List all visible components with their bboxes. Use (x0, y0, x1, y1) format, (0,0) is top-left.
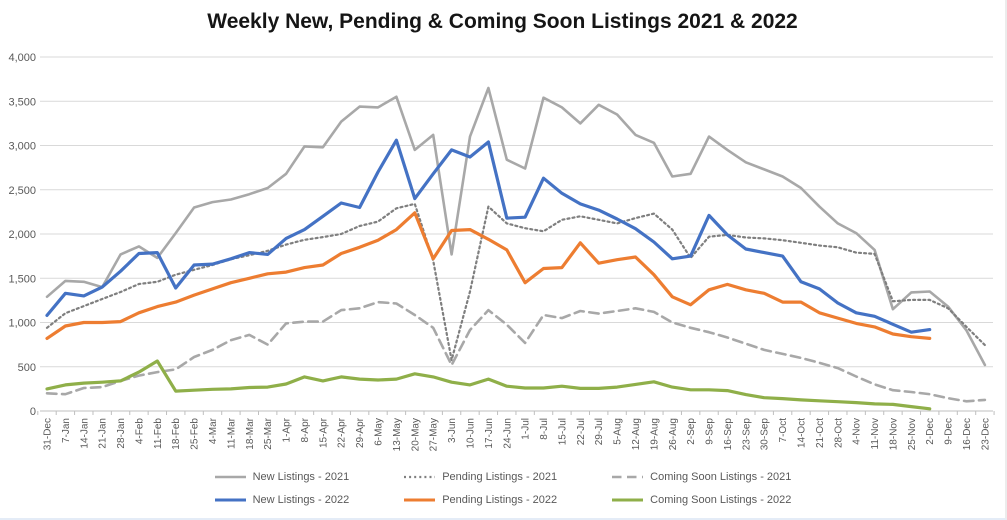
x-tick-label: 27-May (429, 418, 440, 451)
x-tick-label: 17-Jun (484, 418, 495, 449)
x-tick-label: 28-Oct (833, 418, 844, 448)
legend-label-new-listings-2021: New Listings - 2021 (252, 471, 350, 483)
legend-line-swatch-new-listings-2022 (214, 497, 247, 503)
x-tick-label: 8-Jul (539, 418, 550, 440)
x-tick-label: 4-Nov (852, 418, 863, 445)
legend-label-coming-soon-listings-2021: Coming Soon Listings - 2021 (650, 471, 792, 483)
x-tick-label: 14-Oct (796, 418, 807, 448)
gridlines-group (40, 56, 993, 412)
x-tick-label: 25-Nov (907, 418, 918, 450)
y-tick-label: 1,000 (8, 318, 36, 330)
legend-item-pending-listings-2022: Pending Listings - 2022 (403, 494, 557, 506)
x-tick-label: 16-Dec (962, 418, 973, 450)
legend-line-swatch-coming-soon-listings-2022 (611, 497, 644, 503)
x-tick-label: 24-Jun (502, 418, 513, 449)
x-tick-label: 7-Oct (778, 418, 789, 443)
y-tick-label: 3,000 (8, 141, 36, 153)
legend-line-swatch-pending-listings-2021 (403, 474, 436, 480)
x-axis-tick-labels: 31-Dec 7-Jan 14-Jan 21-Jan 28-Jan 4-Feb 11-Feb… (43, 417, 992, 451)
x-axis (37, 410, 995, 415)
series-new-listings-2022 (45, 138, 932, 334)
y-tick-label: 2,000 (8, 229, 36, 241)
x-tick-label: 4-Feb (134, 418, 145, 445)
x-tick-label: 28-Jan (116, 418, 127, 449)
y-tick-label: 2,500 (8, 185, 36, 197)
y-axis-tick-labels: 0 500 1,000 1,500 2,000 2,500 3,000 3,500 4,000 (8, 52, 36, 418)
x-tick-label: 19-Aug (649, 418, 660, 450)
x-tick-label: 10-Jun (465, 418, 476, 449)
x-tick-label: 31-Dec (43, 418, 54, 450)
x-tick-label: 21-Oct (815, 418, 826, 448)
legend-row-2021: New Listings - 2021 Pending Listings - 20… (0, 471, 1005, 483)
y-tick-label: 500 (18, 362, 36, 374)
x-tick-label: 22-Jul (576, 418, 587, 445)
x-tick-label: 2-Sep (686, 418, 697, 445)
legend-item-coming-soon-listings-2022: Coming Soon Listings - 2022 (611, 494, 791, 506)
x-tick-label: 2-Dec (925, 418, 936, 445)
x-tick-label: 25-Mar (263, 417, 274, 449)
legend-label-new-listings-2022: New Listings - 2022 (252, 494, 350, 506)
x-tick-label: 15-Jul (557, 418, 568, 445)
series-coming-soon-listings-2021 (45, 300, 987, 403)
series-coming-soon-listings-2022 (45, 359, 932, 411)
y-tick-label: 3,500 (8, 96, 36, 108)
x-tick-label: 30-Sep (760, 418, 771, 451)
x-tick-label: 3-Jun (447, 418, 458, 443)
x-tick-label: 1-Apr (282, 417, 293, 442)
x-tick-label: 12-Aug (631, 418, 642, 450)
x-tick-label: 7-Jan (61, 418, 72, 443)
legend-line-swatch-new-listings-2021 (214, 474, 247, 480)
x-tick-label: 18-Mar (245, 417, 256, 449)
x-tick-label: 11-Nov (870, 418, 881, 450)
x-tick-label: 16-Sep (723, 418, 734, 451)
x-tick-label: 13-May (392, 418, 403, 451)
x-tick-label: 11-Mar (226, 417, 237, 449)
x-tick-label: 29-Apr (355, 417, 366, 448)
legend-row-2022: New Listings - 2022 Pending Listings - 20… (0, 494, 1005, 506)
x-tick-label: 11-Feb (153, 418, 164, 449)
x-tick-label: 15-Apr (318, 417, 329, 448)
x-tick-label: 25-Feb (190, 418, 201, 450)
series-new-listings-2021 (45, 86, 987, 367)
x-tick-label: 21-Jan (98, 418, 109, 449)
x-tick-label: 26-Aug (668, 418, 679, 450)
x-tick-label: 18-Feb (171, 418, 182, 450)
x-tick-label: 9-Dec (944, 418, 955, 445)
legend-label-coming-soon-listings-2022: Coming Soon Listings - 2022 (650, 494, 792, 506)
x-tick-label: 23-Dec (980, 418, 991, 450)
x-tick-label: 6-May (374, 418, 385, 446)
x-tick-label: 14-Jan (79, 418, 90, 449)
x-tick-label: 4-Mar (208, 417, 219, 444)
line-chart-canvas: 0 500 1,000 1,500 2,000 2,500 3,000 3,500 4,000 3… (8, 52, 995, 451)
series-pending-listings-2021 (45, 202, 987, 362)
legend-item-pending-listings-2021: Pending Listings - 2021 (403, 471, 557, 483)
y-tick-label: 0 (30, 406, 36, 418)
x-tick-label: 22-Apr (337, 417, 348, 448)
x-tick-label: 5-Aug (613, 418, 624, 445)
chart-title: Weekly New, Pending & Coming Soon Listin… (207, 10, 798, 33)
x-tick-label: 9-Sep (705, 418, 716, 445)
x-tick-label: 18-Nov (888, 418, 899, 450)
legend-label-pending-listings-2022: Pending Listings - 2022 (442, 494, 558, 506)
x-tick-label: 8-Apr (300, 417, 311, 442)
legend-item-new-listings-2022: New Listings - 2022 (214, 494, 350, 506)
x-tick-label: 1-Jul (521, 418, 532, 440)
legend-line-swatch-pending-listings-2022 (403, 497, 436, 503)
x-tick-label: 20-May (410, 418, 421, 451)
series-pending-listings-2022 (45, 211, 932, 340)
x-tick-label: 29-Jul (594, 418, 605, 445)
legend-item-coming-soon-listings-2021: Coming Soon Listings - 2021 (611, 471, 791, 483)
legend-label-pending-listings-2021: Pending Listings - 2021 (442, 471, 558, 483)
x-tick-label: 23-Sep (741, 418, 752, 451)
y-tick-label: 1,500 (8, 273, 36, 285)
legend-item-new-listings-2021: New Listings - 2021 (214, 471, 350, 483)
y-tick-label: 4,000 (8, 52, 36, 64)
legend-line-swatch-coming-soon-listings-2021 (611, 474, 644, 480)
